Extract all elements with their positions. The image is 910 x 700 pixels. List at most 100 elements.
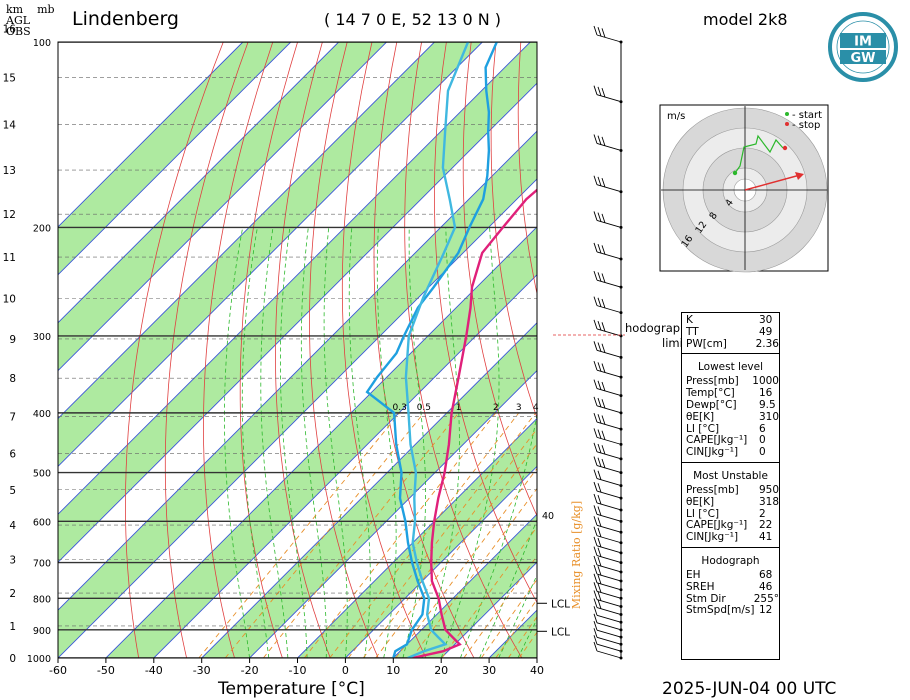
agl-label: AGL bbox=[6, 14, 31, 27]
x-axis-title: Temperature [°C] bbox=[218, 679, 365, 699]
wind-barb bbox=[593, 270, 622, 288]
mixing-ratio-line bbox=[347, 412, 537, 658]
height-tick-label: 13 bbox=[3, 165, 16, 177]
units-header: km mb AGL OBS bbox=[6, 4, 55, 37]
pressure-tick-label: 500 bbox=[33, 469, 51, 480]
wind-barb bbox=[593, 505, 622, 522]
dry-adiabat bbox=[203, 42, 274, 658]
pressure-tick-label: 1000 bbox=[27, 654, 51, 665]
most-unstable-section: Most Unstable Press[mb] 950 θE[K] 318 LI [°C… bbox=[682, 463, 779, 548]
hodograph-title: Hodograph bbox=[701, 554, 760, 567]
isotherm-line bbox=[58, 82, 537, 563]
wind-barb bbox=[593, 641, 622, 659]
dry-adiabat bbox=[373, 42, 475, 658]
wind-barb bbox=[593, 573, 622, 591]
table-row: LI [°C] 2 bbox=[682, 507, 779, 521]
pressure-tick-label: 600 bbox=[33, 517, 51, 528]
table-row: PW[cm] 2.36 bbox=[682, 337, 779, 351]
lowest-level-title: Lowest level bbox=[697, 361, 764, 374]
dry-adiabat bbox=[517, 42, 537, 296]
x-tick-label: 10 bbox=[386, 664, 400, 677]
table-key: CAPE[Jkg⁻¹] bbox=[686, 434, 748, 447]
wind-barb bbox=[593, 319, 622, 337]
mixing-ratio-line bbox=[495, 598, 537, 658]
table-value: 1000 bbox=[752, 375, 779, 388]
table-row: Press[mb] 1000 bbox=[682, 376, 779, 388]
table-row: CIN[Jkg⁻¹] 0 bbox=[682, 446, 779, 459]
moist-adiabat bbox=[224, 227, 250, 658]
height-tick-label: 10 bbox=[3, 294, 16, 306]
table-value: 318 bbox=[758, 495, 779, 508]
mixing-ratio-label: 4 bbox=[533, 403, 539, 413]
x-tick-label: -60 bbox=[49, 664, 67, 677]
wind-barb bbox=[593, 379, 622, 397]
isotherm-band bbox=[58, 42, 537, 563]
isotherm-line bbox=[58, 178, 537, 658]
wind-barb bbox=[593, 242, 622, 260]
x-tick-label: 0 bbox=[342, 664, 349, 677]
hodograph-legend-stop: - stop bbox=[792, 120, 820, 131]
isotherm-line bbox=[58, 42, 387, 372]
lcl-label: LCL bbox=[551, 626, 570, 638]
hodo-limit-line1: hodograph bbox=[625, 321, 688, 335]
isotherm-line bbox=[297, 417, 537, 658]
indices-table: K 30 TT 49 PW[cm] 2.36 Lowest level Press[mb]… bbox=[681, 312, 780, 660]
table-key: CIN[Jkg⁻¹] bbox=[686, 446, 739, 459]
isotherm-line bbox=[58, 42, 244, 228]
table-row: CAPE[Jkg⁻¹] 22 bbox=[682, 520, 779, 532]
x-tick-label: -30 bbox=[193, 664, 211, 677]
dry-adiabat bbox=[125, 42, 224, 658]
table-key: TT bbox=[686, 325, 699, 338]
isotherm-line bbox=[58, 130, 537, 611]
table-row: StmSpd[m/s] 12 bbox=[682, 605, 779, 617]
table-key: EH bbox=[686, 568, 701, 581]
dry-adiabat bbox=[490, 42, 537, 419]
table-value: 2.36 bbox=[755, 337, 779, 350]
wind-barb bbox=[593, 621, 622, 638]
wind-barb bbox=[593, 341, 622, 358]
isotherm-line bbox=[58, 42, 483, 468]
lcl-label: LCL bbox=[551, 598, 570, 610]
table-row: TT 49 bbox=[682, 325, 779, 339]
wind-barb bbox=[593, 516, 622, 533]
table-key: θE[K] bbox=[686, 495, 715, 508]
height-tick-label: 8 bbox=[9, 373, 16, 385]
most-unstable-title: Most Unstable bbox=[693, 469, 768, 482]
hodograph-trace bbox=[734, 134, 784, 174]
dry-adiabat bbox=[893, 42, 910, 658]
table-key: Temp[°C] bbox=[686, 387, 735, 400]
wind-barb bbox=[593, 546, 622, 564]
table-key: Press[mb] bbox=[686, 375, 739, 388]
pressure-tick-label: 900 bbox=[33, 626, 51, 637]
wind-barb bbox=[593, 456, 622, 473]
isotherm-line bbox=[201, 322, 537, 658]
table-key: Stm Dir bbox=[686, 592, 726, 605]
hodograph-ring-label: 8 bbox=[707, 210, 719, 221]
table-key: K bbox=[686, 314, 693, 326]
moist-adiabat bbox=[498, 574, 537, 658]
wind-barb bbox=[593, 613, 622, 631]
pressure-tick-label: 800 bbox=[33, 594, 51, 605]
dry-adiabat bbox=[404, 42, 523, 658]
height-tick-label: 5 bbox=[9, 485, 16, 497]
series-1-line bbox=[365, 42, 498, 658]
table-row: Press[mb] 950 bbox=[682, 484, 779, 497]
table-value: 310 bbox=[758, 410, 779, 423]
dry-adiabat bbox=[275, 42, 331, 658]
table-row: K 30 bbox=[682, 314, 779, 327]
hodograph-unit: m/s bbox=[667, 111, 685, 122]
dry-adiabat bbox=[433, 42, 537, 604]
table-value: 22 bbox=[759, 519, 773, 532]
wind-barb bbox=[593, 469, 622, 487]
height-tick-label: 3 bbox=[9, 554, 16, 566]
moist-adiabat bbox=[348, 227, 371, 658]
table-key: LI [°C] bbox=[686, 507, 720, 520]
table-row: θE[K] 310 bbox=[682, 410, 779, 424]
table-value: 68 bbox=[759, 568, 773, 581]
wind-barb bbox=[593, 628, 622, 645]
mixing-ratio-line bbox=[362, 428, 537, 658]
isotherm-line bbox=[58, 42, 292, 276]
hodograph-start-dot bbox=[785, 112, 789, 116]
logo-text-top: IM bbox=[854, 35, 872, 50]
isotherm-line bbox=[153, 274, 537, 658]
